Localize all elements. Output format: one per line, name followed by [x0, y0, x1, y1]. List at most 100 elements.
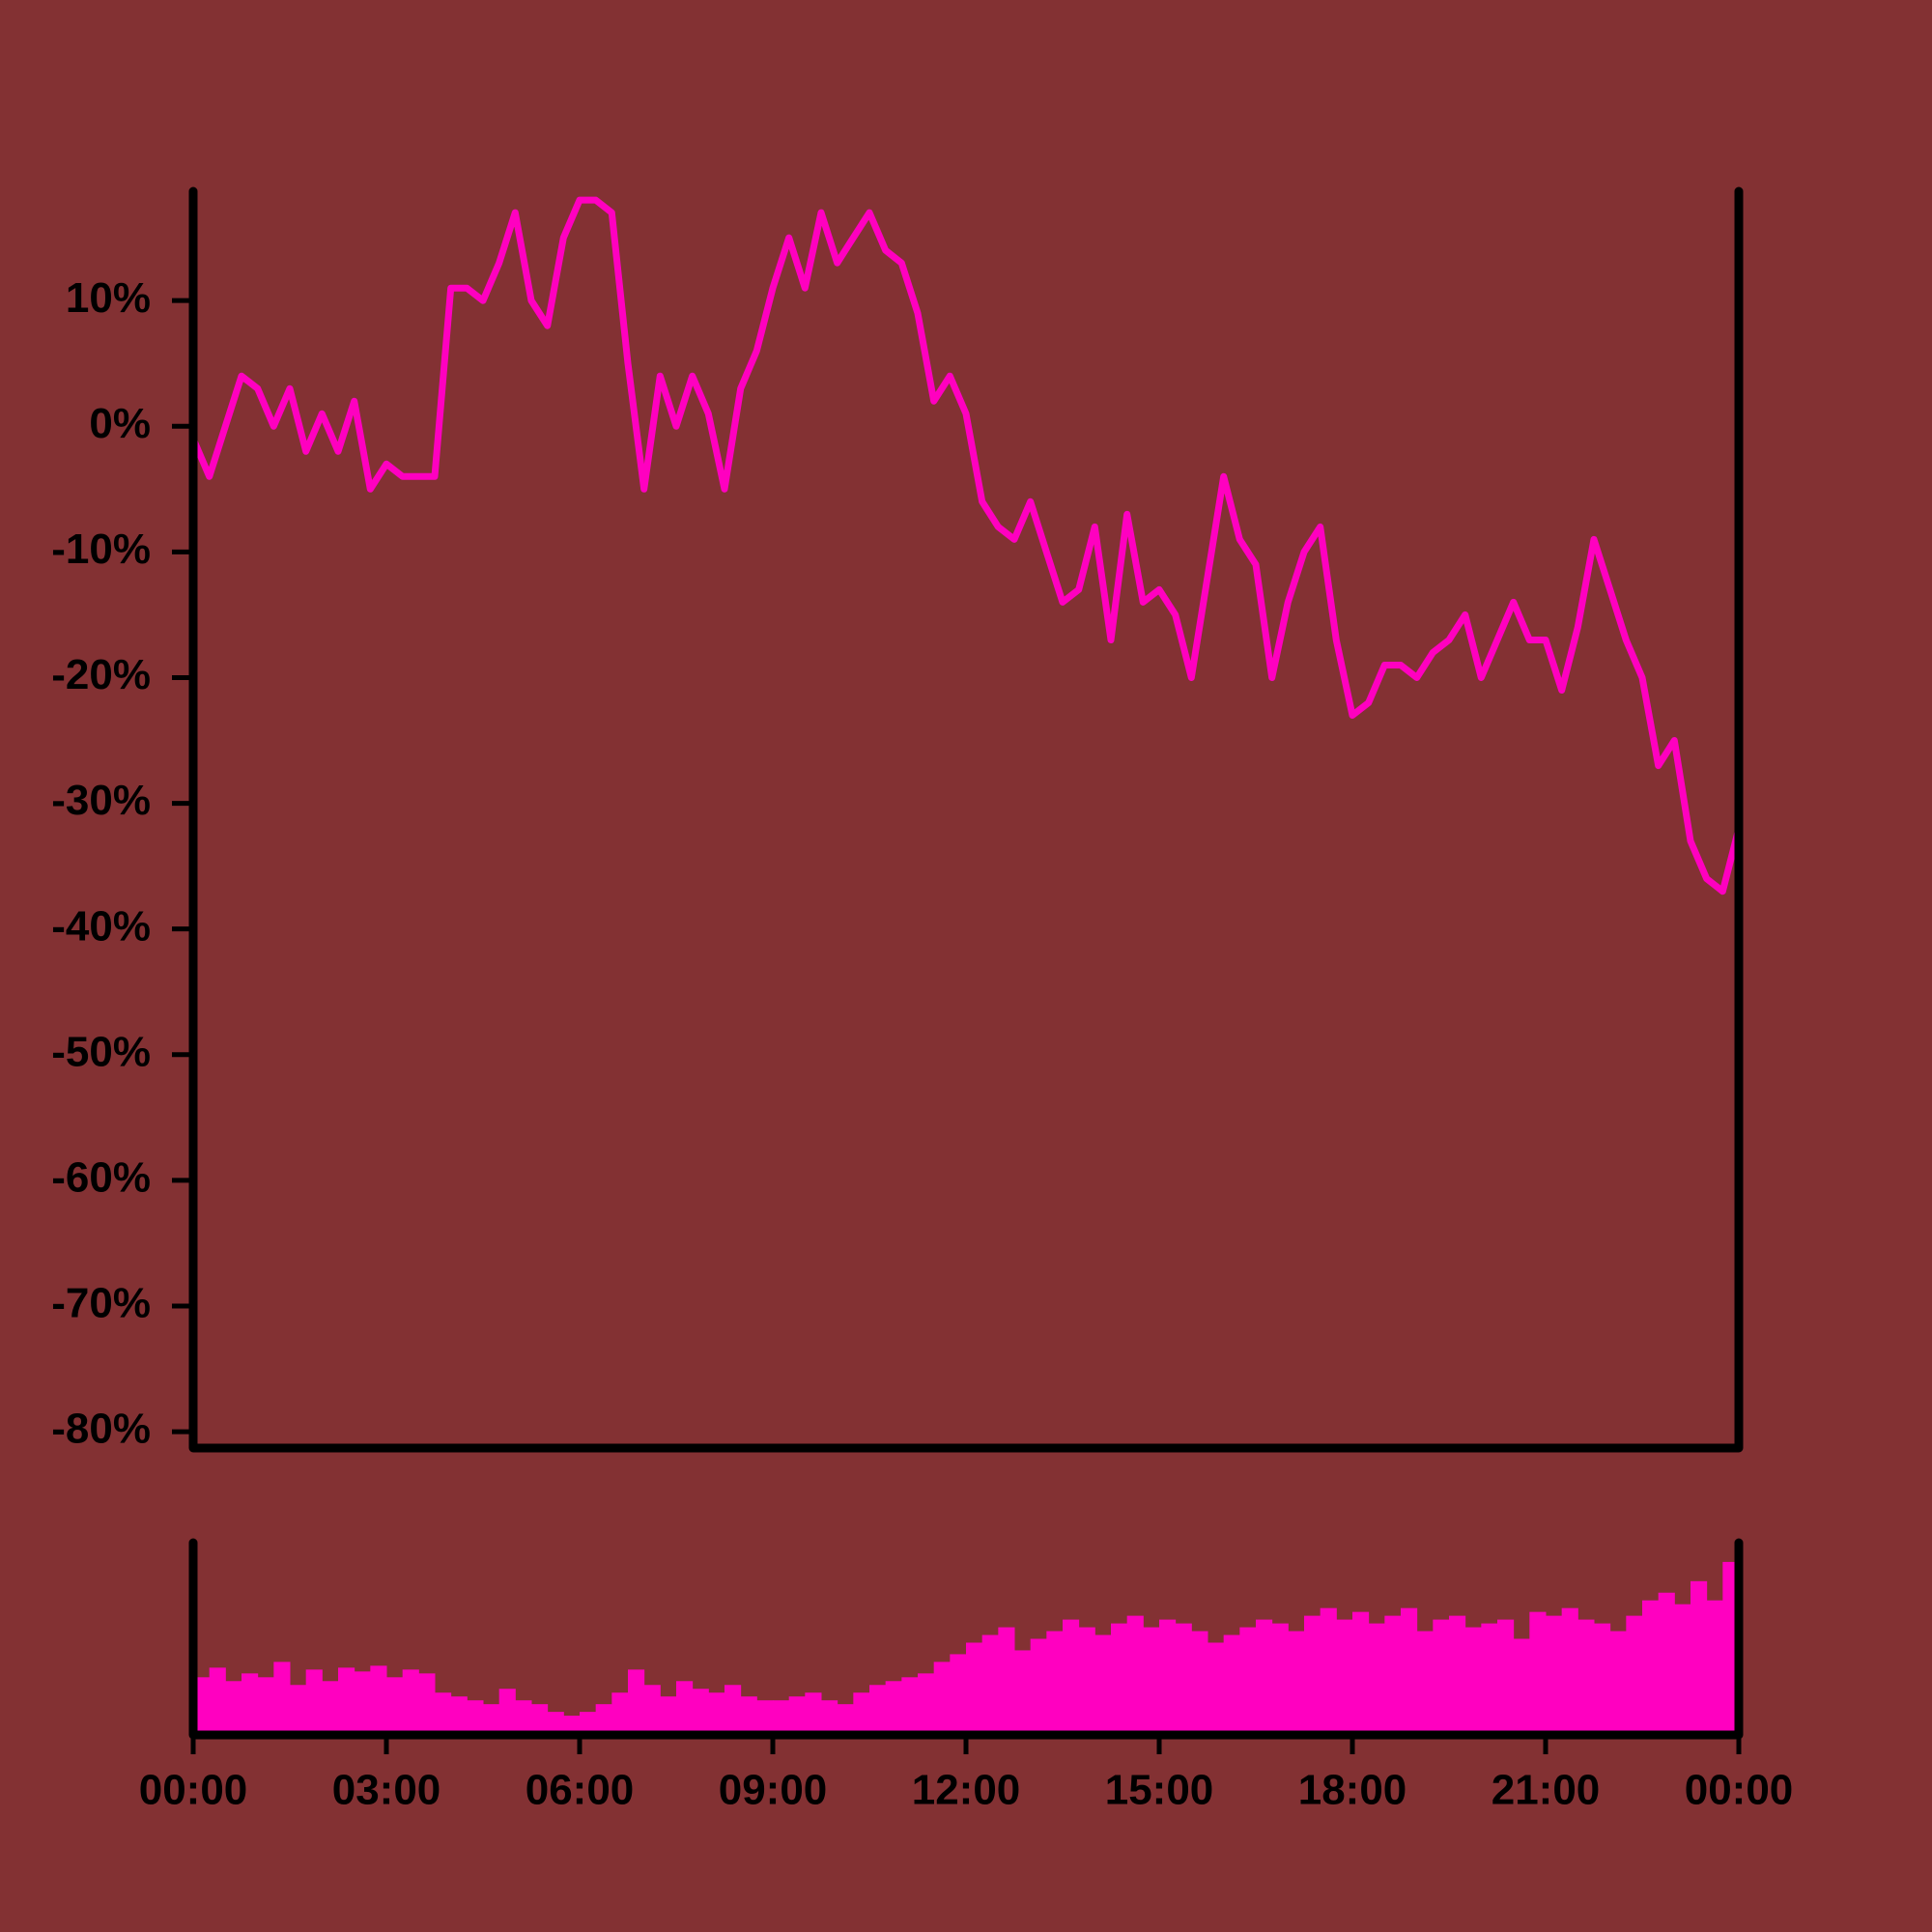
volume-bar	[354, 1671, 371, 1735]
volume-bar	[338, 1667, 355, 1735]
volume-bar	[1464, 1627, 1482, 1735]
volume-bar	[1078, 1627, 1095, 1735]
x-tick-label: 06:00	[526, 1767, 635, 1814]
volume-bar	[998, 1627, 1015, 1735]
volume-bar	[1094, 1634, 1112, 1735]
volume-bar	[1159, 1619, 1177, 1735]
y-tick-label: -70%	[51, 1280, 151, 1327]
volume-bar	[209, 1667, 226, 1735]
volume-bar	[1175, 1623, 1192, 1735]
volume-bar	[1384, 1615, 1402, 1735]
volume-bar	[1126, 1615, 1144, 1735]
volume-bar	[1529, 1611, 1547, 1735]
x-tick-label: 09:00	[719, 1767, 828, 1814]
volume-bar	[1288, 1631, 1305, 1735]
y-tick-label: 10%	[66, 274, 151, 322]
volume-bar	[257, 1677, 274, 1735]
volume-bar	[1416, 1631, 1434, 1735]
volume-bar	[966, 1642, 983, 1735]
volume-bar	[1609, 1631, 1627, 1735]
volume-bar	[305, 1669, 323, 1735]
volume-bar	[643, 1685, 661, 1735]
price-line	[189, 196, 1743, 895]
volume-bar	[1449, 1615, 1466, 1735]
volume-bar	[483, 1704, 500, 1735]
volume-bar	[1256, 1619, 1273, 1735]
volume-bar	[692, 1689, 709, 1735]
volume-bar	[1046, 1631, 1064, 1735]
volume-bar	[628, 1669, 645, 1735]
volume-bar	[580, 1712, 597, 1735]
volume-bar	[805, 1692, 822, 1735]
x-tick-label: 00:00	[139, 1767, 248, 1814]
volume-bar	[290, 1685, 307, 1735]
volume-bar	[531, 1704, 549, 1735]
volume-bar	[515, 1700, 532, 1735]
volume-bar	[1352, 1611, 1370, 1735]
x-tick-label: 03:00	[332, 1767, 441, 1814]
volume-bar	[1626, 1615, 1643, 1735]
y-tick-label: -80%	[51, 1406, 151, 1453]
volume-bar	[1658, 1592, 1675, 1735]
volume-bar	[1513, 1638, 1530, 1735]
volume-bar	[1014, 1650, 1032, 1735]
volume-bar	[933, 1662, 951, 1735]
volume-bar	[660, 1696, 677, 1735]
y-tick-label: -30%	[51, 777, 151, 824]
volume-bar	[1368, 1623, 1385, 1735]
volume-bar	[1208, 1642, 1225, 1735]
y-tick-label: -10%	[51, 526, 151, 573]
volume-bar	[370, 1665, 387, 1735]
volume-bar	[1063, 1619, 1080, 1735]
y-tick-label: 0%	[89, 400, 151, 447]
y-tick-label: -40%	[51, 902, 151, 950]
volume-bar	[1271, 1623, 1289, 1735]
volume-bar	[1433, 1619, 1450, 1735]
y-tick-label: -20%	[51, 651, 151, 698]
volume-bar	[821, 1700, 838, 1735]
volume-bar	[1706, 1600, 1723, 1735]
volume-bar	[1191, 1631, 1208, 1735]
x-tick-label: 21:00	[1492, 1767, 1601, 1814]
x-tick-label: 00:00	[1685, 1767, 1794, 1814]
x-tick-label: 15:00	[1105, 1767, 1214, 1814]
y-tick-label: -50%	[51, 1028, 151, 1075]
volume-bar	[1481, 1623, 1498, 1735]
volume-bar	[1304, 1615, 1321, 1735]
volume-bar	[708, 1692, 725, 1735]
volume-bar	[595, 1704, 612, 1735]
volume-bar	[547, 1712, 564, 1735]
volume-bar	[1594, 1623, 1611, 1735]
volume-bar	[1690, 1580, 1708, 1735]
volume-bar	[853, 1692, 870, 1735]
volume-bar	[1577, 1619, 1595, 1735]
y-tick-label: -60%	[51, 1154, 151, 1202]
volume-bar	[918, 1673, 935, 1735]
volume-bar	[981, 1634, 999, 1735]
volume-bar	[498, 1689, 516, 1735]
volume-bar	[950, 1654, 967, 1735]
volume-bar	[435, 1692, 452, 1735]
volume-bar	[885, 1681, 902, 1735]
volume-bar	[225, 1681, 242, 1735]
volume-bar	[1239, 1627, 1257, 1735]
axis-frame	[188, 186, 1744, 1453]
volume-bar	[676, 1681, 694, 1735]
volume-bar	[611, 1692, 629, 1735]
x-tick-label: 12:00	[912, 1767, 1021, 1814]
volume-bar	[1401, 1607, 1418, 1735]
volume-bar	[273, 1662, 291, 1735]
volume-bar	[1143, 1627, 1160, 1735]
volume-bar	[1320, 1607, 1337, 1735]
volume-bar	[756, 1700, 774, 1735]
volume-bar	[418, 1673, 436, 1735]
volume-bar	[773, 1700, 790, 1735]
volume-bar	[1111, 1623, 1128, 1735]
x-tick-label: 18:00	[1298, 1767, 1407, 1814]
volume-bar	[386, 1677, 404, 1735]
volume-bar	[563, 1716, 581, 1735]
volume-bar	[450, 1696, 468, 1735]
volume-bar	[242, 1673, 259, 1735]
